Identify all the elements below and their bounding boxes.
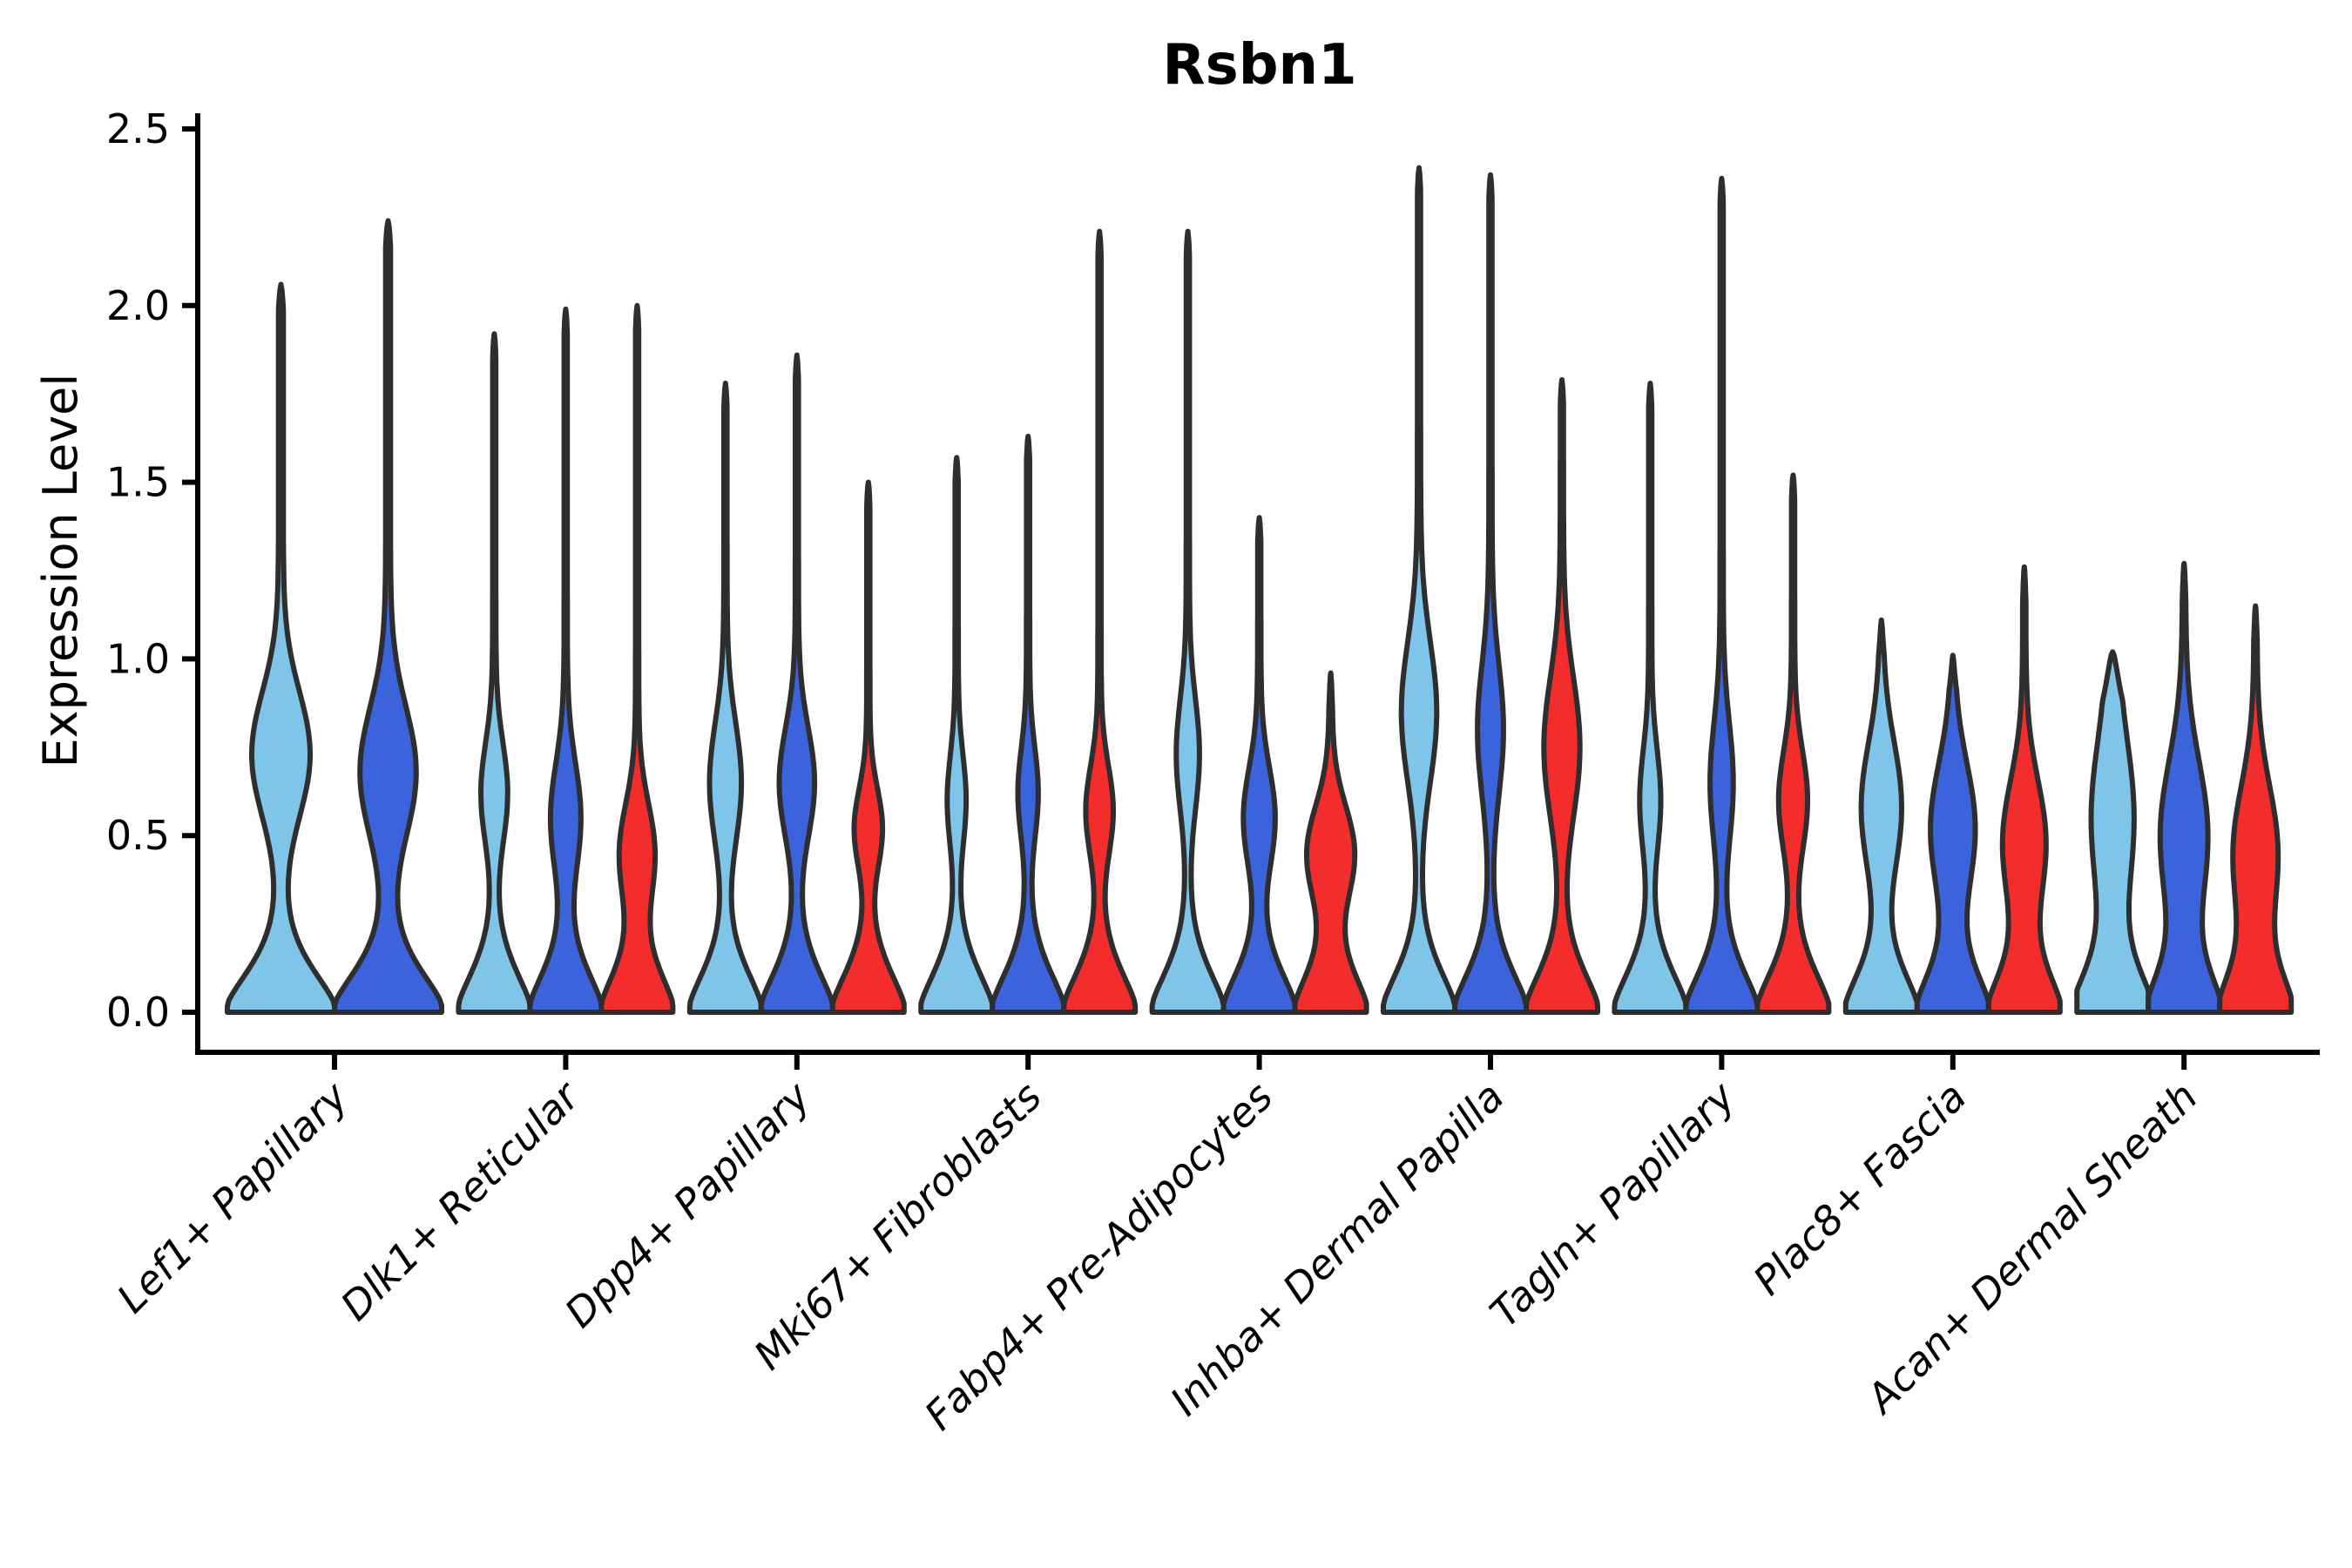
violin-dpp4-dark_blue [758, 352, 835, 1015]
violin-inhba-red [1524, 377, 1600, 1015]
x-tick-label: Lef1+ Papillary [108, 1072, 357, 1321]
violin-tagln-light_blue [1612, 381, 1689, 1015]
y-tick-label: 0.0 [106, 989, 170, 1036]
violin-inhba-light_blue [1381, 165, 1457, 1015]
violin-plac8-dark_blue [1914, 652, 1991, 1015]
y-tick-labels: 0.0 0.5 1.0 1.5 2.0 2.5 [106, 105, 170, 1036]
violin-tagln-red [1754, 472, 1832, 1015]
x-tick-label: Dpp4+ Papillary [556, 1072, 820, 1336]
violin-tagln-dark_blue [1683, 175, 1761, 1015]
y-tick-label: 1.0 [106, 635, 170, 682]
violin-plac8-red [1985, 564, 2063, 1015]
y-tick-label: 2.0 [106, 282, 170, 329]
violin-inhba-dark_blue [1452, 172, 1529, 1015]
violin-mki67-light_blue [918, 455, 996, 1015]
violin-lef1-light_blue [225, 281, 337, 1015]
y-tick-label: 0.5 [106, 812, 170, 859]
violin-lef1-dark_blue [332, 218, 444, 1015]
violin-plac8-light_blue [1842, 617, 1920, 1015]
x-tick-label: Dlk1+ Reticular [332, 1071, 591, 1329]
violin-acan-red [2217, 603, 2295, 1015]
violin-dlk1-light_blue [456, 331, 533, 1015]
violin-dlk1-dark_blue [527, 306, 605, 1015]
violin-mki67-dark_blue [990, 433, 1067, 1015]
violin-mki67-red [1061, 228, 1139, 1015]
violin-dpp4-light_blue [686, 381, 764, 1015]
violin-acan-light_blue [2074, 649, 2152, 1015]
violin-fabp4-dark_blue [1220, 515, 1298, 1015]
y-axis-label: Expression Level [33, 374, 88, 768]
violin-acan-dark_blue [2146, 560, 2223, 1015]
chart-title: Rsbn1 [1162, 33, 1356, 98]
violin-fabp4-light_blue [1149, 228, 1227, 1015]
violins-layer [225, 165, 2295, 1015]
axis-spines [195, 113, 2320, 1055]
y-tick-label: 2.5 [106, 105, 170, 152]
violin-dpp4-red [829, 479, 907, 1015]
axes-layer [182, 113, 2320, 1070]
y-tick-label: 1.5 [106, 459, 170, 506]
x-tick-label: Tagln+ Papillary [1481, 1072, 1745, 1336]
violin-fabp4-red [1292, 670, 1369, 1015]
x-tick-label: Plac8+ Fascia [1744, 1073, 1975, 1304]
violin-dlk1-red [598, 302, 676, 1015]
